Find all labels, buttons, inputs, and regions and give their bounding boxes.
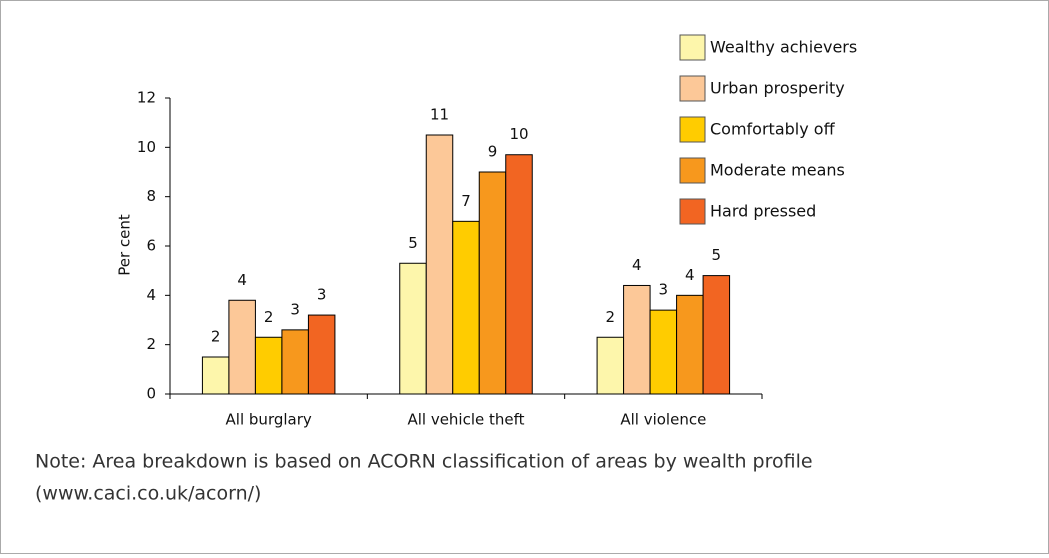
value-label: 7 xyxy=(461,192,471,210)
value-label: 5 xyxy=(408,234,418,252)
bar xyxy=(676,294,704,395)
bar xyxy=(702,275,731,395)
bar xyxy=(228,299,256,395)
bar xyxy=(201,356,230,395)
x-tick-label: All vehicle theft xyxy=(407,411,524,429)
value-label: 11 xyxy=(430,106,449,124)
value-label: 9 xyxy=(488,143,498,161)
bar xyxy=(254,336,283,395)
value-label: 4 xyxy=(632,256,642,274)
value-label: 2 xyxy=(264,308,274,326)
legend-label: Comfortably off xyxy=(710,120,836,139)
bar xyxy=(452,220,480,395)
value-label: 4 xyxy=(685,266,695,284)
x-tick-label: All burglary xyxy=(226,411,312,429)
legend-swatch xyxy=(679,157,706,184)
bar xyxy=(649,309,678,395)
y-tick-label: 6 xyxy=(146,237,156,255)
value-label: 3 xyxy=(290,300,300,318)
legend-swatch xyxy=(679,116,706,143)
y-tick-label: 8 xyxy=(146,187,156,205)
value-label: 5 xyxy=(712,246,722,264)
bar xyxy=(399,262,427,395)
value-label: 3 xyxy=(659,281,669,299)
bar xyxy=(307,314,336,395)
y-tick-label: 4 xyxy=(146,286,156,304)
legend-label: Moderate means xyxy=(710,161,845,180)
legend-swatch xyxy=(679,75,706,102)
y-tick-label: 0 xyxy=(146,385,156,403)
y-axis-label: Per cent xyxy=(116,214,134,276)
legend-label: Wealthy achievers xyxy=(710,38,857,57)
bar xyxy=(623,284,651,395)
note: Note: Area breakdown is based on ACORN c… xyxy=(35,451,813,473)
bar xyxy=(596,336,625,395)
bar xyxy=(281,329,309,395)
value-label: 10 xyxy=(509,125,528,143)
y-tick-label: 2 xyxy=(146,335,156,353)
y-tick-label: 12 xyxy=(137,89,156,107)
value-label: 3 xyxy=(317,286,327,304)
value-label: 2 xyxy=(211,328,221,346)
bar xyxy=(478,171,507,395)
bar xyxy=(505,154,533,395)
note: (www.caci.co.uk/acorn/) xyxy=(35,483,261,505)
legend-label: Hard pressed xyxy=(710,202,816,221)
legend-swatch xyxy=(679,198,706,225)
legend-label: Urban prosperity xyxy=(710,79,845,98)
value-label: 2 xyxy=(606,308,616,326)
x-tick-label: All violence xyxy=(620,411,706,429)
value-label: 4 xyxy=(237,271,247,289)
bar xyxy=(425,134,454,395)
y-tick-label: 10 xyxy=(137,138,156,156)
legend-swatch xyxy=(679,34,706,61)
